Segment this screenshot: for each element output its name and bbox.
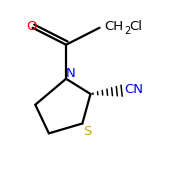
- Text: CN: CN: [125, 83, 143, 96]
- Text: Cl: Cl: [129, 20, 142, 33]
- Text: CH: CH: [104, 20, 124, 33]
- Text: N: N: [66, 67, 75, 80]
- Text: 2: 2: [125, 26, 131, 36]
- Text: O: O: [26, 20, 37, 33]
- Text: S: S: [83, 125, 91, 137]
